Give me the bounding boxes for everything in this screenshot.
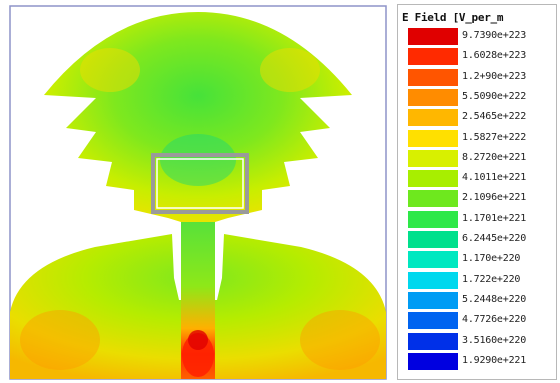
hotspot [20, 310, 100, 370]
legend-swatch [408, 210, 458, 228]
hotspot [80, 48, 140, 92]
legend-swatch [408, 231, 458, 248]
legend-swatch [408, 48, 458, 66]
legend-value: 5.5090e+222 [462, 90, 527, 102]
legend-value: 1.170e+220 [462, 253, 521, 265]
legend-swatch [408, 352, 458, 370]
legend-value: 2.1096e+221 [462, 192, 527, 204]
legend-value: 4.7726e+220 [462, 314, 527, 326]
ground-region [10, 234, 386, 379]
field-plot [9, 5, 387, 380]
legend-swatch [408, 109, 458, 127]
legend-value: 3.5160e+220 [462, 334, 527, 346]
hotspot [188, 330, 208, 350]
legend-swatch [408, 291, 458, 309]
legend-value: 6.2445e+220 [462, 233, 527, 244]
legend-title: E Field [V_per_m [402, 11, 504, 24]
legend-swatch [408, 312, 458, 330]
legend-value: 9.7390e+223 [462, 30, 527, 41]
legend-swatch [408, 129, 458, 147]
legend-value: 4.1011e+221 [462, 172, 527, 184]
hotspot [300, 310, 380, 370]
legend-value: 1.5827e+222 [462, 131, 527, 143]
legend-swatch [408, 28, 458, 45]
legend-swatch [408, 170, 458, 188]
slot-outline [151, 153, 249, 214]
legend-value: 1.2+90e+223 [462, 70, 527, 82]
legend-swatch [408, 251, 458, 269]
legend-swatch [408, 68, 458, 86]
legend-value: 1.722e+220 [462, 273, 521, 285]
hotspot [260, 48, 320, 92]
legend-value: 1.6028e+223 [462, 50, 527, 62]
legend-swatch [408, 271, 458, 289]
legend-value: 1.9290e+221 [462, 354, 527, 366]
legend-value: 1.1701e+221 [462, 212, 527, 224]
legend-swatch [408, 149, 458, 167]
legend-swatch [408, 88, 458, 106]
legend-value: 5.2448e+220 [462, 293, 527, 305]
legend-panel: E Field [V_per_m 9.7390e+223 1.6028e+223 1… [397, 4, 557, 380]
slot-inner [156, 158, 244, 209]
legend-value: 8.2720e+221 [462, 151, 527, 163]
legend-swatch [408, 190, 458, 208]
legend-swatch [408, 332, 458, 350]
legend-value: 2.5465e+222 [462, 111, 527, 123]
coolspot [160, 134, 236, 186]
